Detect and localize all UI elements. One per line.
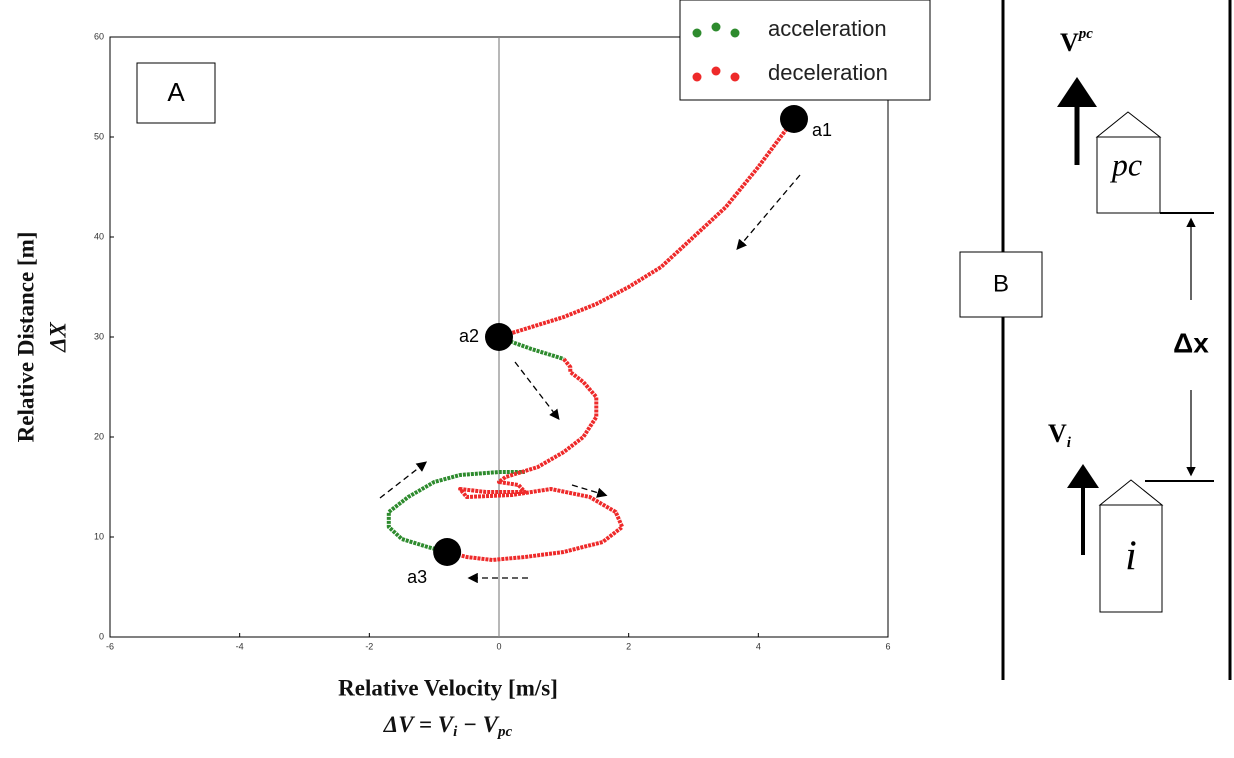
y-tick-label: 0 [99,631,104,641]
car-label: i [1125,534,1137,580]
key-point-label: a2 [459,326,479,346]
velocity-sub: i [1067,435,1072,451]
legend-marker [692,72,702,82]
legend-marker [692,28,702,38]
formula-part: − V [457,712,499,737]
key-point-label: a1 [812,120,832,140]
y-tick-label: 20 [94,431,104,441]
key-point-label: a3 [407,567,427,587]
x-axis-formula: ΔV = Vi − Vpc [383,712,513,740]
panel-label-box [136,62,216,124]
car [1099,504,1163,613]
key-point [779,105,808,133]
y-axis-symbol: ΔX [45,321,70,352]
key-point [485,323,513,351]
trajectory [446,117,796,562]
legend-marker [730,72,740,82]
x-tick-label: -2 [365,641,373,651]
panel-label: A [167,77,185,107]
panel-label-box [959,251,1043,318]
direction-arrows [379,174,801,584]
car [1096,136,1161,214]
y-tick-label: 60 [94,31,104,41]
velocity-symbol: V [1060,28,1079,57]
x-tick-label: 0 [496,641,501,651]
velocity-symbol: V [1048,419,1067,448]
legend-marker [711,22,721,32]
car-roof [1095,111,1162,138]
x-tick-label: -6 [106,641,114,651]
formula-sub: i [453,724,458,740]
car-label: pc [1110,146,1142,182]
y-tick-label: 40 [94,231,104,241]
y-tick-label: 50 [94,131,104,141]
x-tick-label: 6 [885,641,890,651]
y-tick-label: 30 [94,331,104,341]
key-point [433,538,462,566]
y-tick-label: 10 [94,531,104,541]
legend-label: deceleration [768,60,888,85]
legend-marker [711,66,721,76]
x-tick-label: 2 [626,641,631,651]
formula-part: ΔV = V [383,712,455,737]
legend-label: acceleration [768,16,887,41]
formula-sub: pc [496,724,513,740]
x-axis-label: Relative Velocity [m/s] [338,675,558,700]
x-tick-label: 4 [756,641,761,651]
y-axis-label: Relative Distance [m] [13,232,38,443]
trajectory [386,335,565,554]
car-roof [1098,479,1164,506]
velocity-label: Vpc [1060,26,1093,57]
velocity-sub: pc [1077,26,1094,42]
velocity-label: Vi [1048,419,1072,451]
legend: acceleration deceleration [692,16,888,85]
panel-label: B [993,270,1009,297]
legend-marker [730,28,740,38]
gap-label: Δx [1173,327,1209,358]
x-tick-label: -4 [236,641,244,651]
panel-b: B pc Vpc i Vi Δx [959,0,1232,680]
legend-box [679,0,931,101]
